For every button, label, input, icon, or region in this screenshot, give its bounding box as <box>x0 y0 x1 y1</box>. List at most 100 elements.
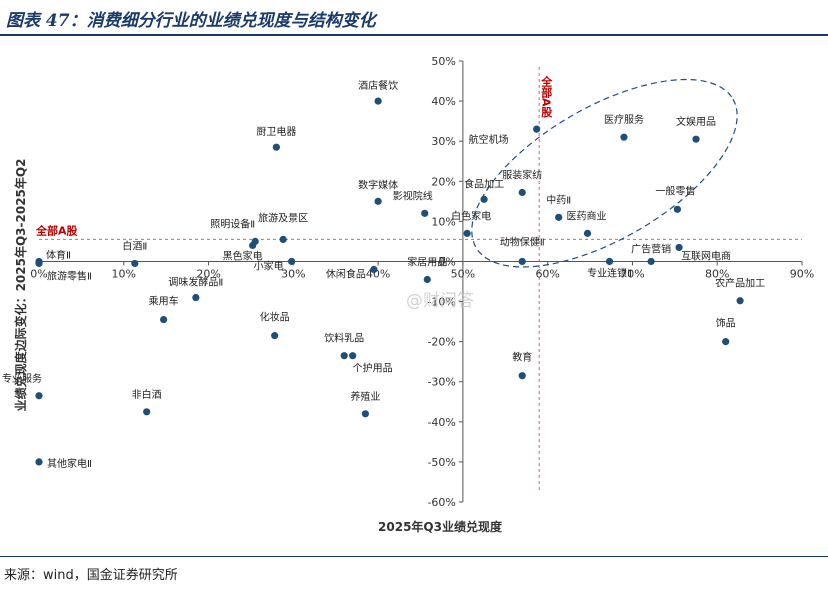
x-tick-label: 80% <box>705 267 729 280</box>
data-point <box>675 243 683 252</box>
y-tick-label: 30% <box>431 135 455 148</box>
x-tick-label: 70% <box>620 267 644 280</box>
data-point-label: 小家电 <box>254 259 284 272</box>
data-point-label: 旅游零售Ⅱ <box>47 269 92 282</box>
y-tick-label: 0% <box>438 255 455 268</box>
source-note: 来源：wind，国金证券研究所 <box>4 568 178 583</box>
y-tick-label: 20% <box>431 175 455 188</box>
data-point-label: 专业服务 <box>2 372 42 385</box>
reference-label-horizontal: 全部A股 <box>35 223 79 237</box>
data-point <box>271 332 279 340</box>
x-tick-label: 50% <box>451 267 475 280</box>
data-point <box>279 235 287 244</box>
data-point-label: 休闲食品 <box>326 267 366 280</box>
data-point-label: 厨卫电器 <box>256 125 296 138</box>
data-point <box>620 133 628 141</box>
data-point <box>463 229 471 237</box>
x-tick-label: 30% <box>281 267 305 280</box>
data-point <box>361 410 369 418</box>
data-point <box>35 392 43 400</box>
data-point-label: 动物保健Ⅱ <box>500 235 545 248</box>
y-tick-label: -60% <box>427 496 455 509</box>
x-axis-label: 2025年Q3业绩兑现度 <box>378 519 503 534</box>
y-tick-label: 10% <box>431 215 455 228</box>
data-point-label: 数字媒体 <box>358 178 398 191</box>
data-point <box>340 352 348 360</box>
data-point <box>692 135 700 143</box>
data-point <box>480 195 488 203</box>
data-point-label: 黑色家电 <box>223 249 263 262</box>
data-point-label: 家居用品 <box>407 255 447 268</box>
data-point-label: 调味发酵品Ⅱ <box>168 276 223 289</box>
footer-rule <box>0 556 828 557</box>
x-tick-label: 90% <box>790 267 814 280</box>
data-point-label: 食品加工 <box>464 177 504 190</box>
data-point-label: 影视院线 <box>393 189 433 202</box>
data-point <box>583 229 592 237</box>
axes: 0% 10% 20% 30% 40% 50% 60% 70% 80% 90% -60% -50% -40… <box>30 55 814 509</box>
y-tick-label: -50% <box>427 456 455 469</box>
data-point-label: 互联网电商 <box>681 249 731 262</box>
data-point-label: 非白酒 <box>132 388 162 401</box>
data-point-label: 乘用车 <box>149 295 179 308</box>
data-point <box>35 259 43 268</box>
data-point <box>605 257 614 266</box>
data-point-label: 中药Ⅱ <box>546 193 571 206</box>
data-point-label: 酒店餐饮 <box>358 79 398 92</box>
data-point-label: 照明设备Ⅱ <box>210 217 255 230</box>
data-point <box>421 209 429 217</box>
data-point <box>370 265 378 274</box>
x-tick-label: 60% <box>535 267 559 280</box>
data-point <box>374 97 382 105</box>
y-tick-label: 50% <box>431 55 455 68</box>
data-point <box>555 213 563 221</box>
data-point <box>349 352 357 360</box>
data-point <box>423 275 431 284</box>
data-point-label: 文娱用品 <box>676 115 716 128</box>
chart-title: 图表 47：消费细分行业的业绩兑现度与结构变化 <box>6 11 376 31</box>
highlight-ellipse <box>471 78 738 268</box>
data-point <box>647 257 655 266</box>
data-point <box>673 205 681 213</box>
data-point <box>736 297 744 305</box>
data-point <box>518 257 526 266</box>
y-axis-label: 业绩兑现度边际变化：2025年Q3-2025年Q2 <box>13 159 28 412</box>
data-point <box>143 408 151 416</box>
y-tick-label: -30% <box>427 376 455 389</box>
data-point-label: 饮料乳品 <box>324 332 364 345</box>
data-point-label: 体育Ⅱ <box>46 248 71 261</box>
highlight-ellipse-group <box>471 78 738 268</box>
y-tick-label: -10% <box>427 296 455 309</box>
data-point-label: 饰品 <box>716 317 736 330</box>
data-point <box>160 315 168 324</box>
x-tick-label: 10% <box>112 267 136 280</box>
data-point <box>249 241 257 250</box>
data-point-label: 航空机场 <box>469 133 509 146</box>
data-point-label: 其他家电Ⅱ <box>47 457 92 470</box>
data-point <box>374 197 382 205</box>
data-point <box>272 143 280 151</box>
data-point-label: 白色家电 <box>451 209 491 222</box>
y-tick-label: 40% <box>431 95 455 108</box>
data-point-label: 医疗服务 <box>604 113 644 126</box>
data-point <box>518 188 526 197</box>
data-point-label: 化妆品 <box>260 311 290 324</box>
data-point <box>533 125 541 133</box>
data-point <box>518 372 526 380</box>
data-point-label: 一般零售 <box>655 184 695 197</box>
data-point <box>288 257 296 266</box>
data-point <box>131 259 139 268</box>
data-point-label: 养殖业 <box>350 390 380 403</box>
data-point-label: 旅游及景区 <box>258 211 308 224</box>
data-point-label: 专业连锁Ⅱ <box>587 266 632 279</box>
x-tick-label: 20% <box>196 267 220 280</box>
y-tick-label: -40% <box>427 416 455 429</box>
data-point <box>722 338 730 346</box>
x-tick-label: 0% <box>30 267 47 280</box>
data-point-label: 白酒Ⅱ <box>122 239 147 252</box>
watermark: @财问答 <box>406 291 474 311</box>
title-rule <box>0 34 828 36</box>
